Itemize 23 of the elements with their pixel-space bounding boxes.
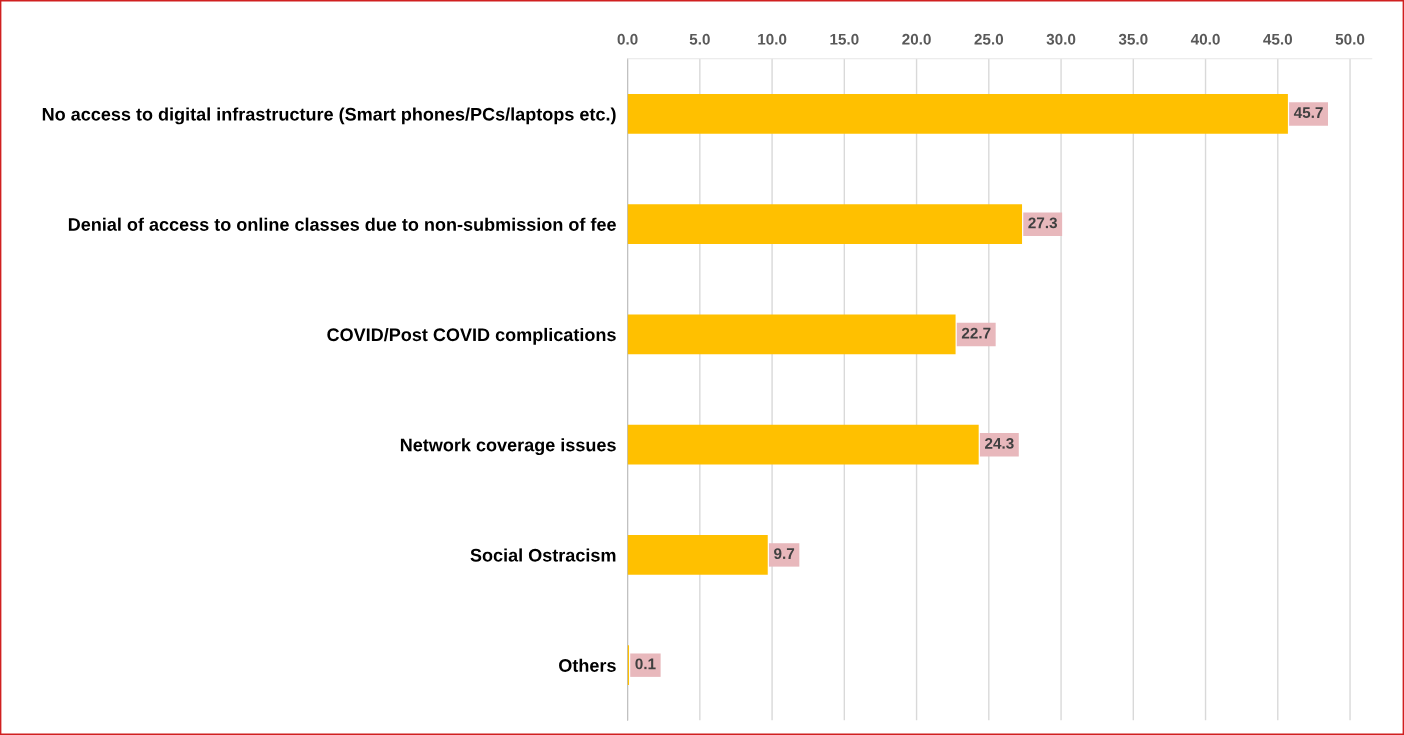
- data-label: 22.7: [961, 327, 991, 339]
- y-tick-label: Social Ostracism: [470, 548, 616, 562]
- y-tick-label: COVID/Post COVID complications: [327, 327, 616, 345]
- y-tick-label: Network coverage issues: [400, 438, 616, 456]
- x-tick-label: 25.0: [974, 33, 1004, 45]
- y-tick-label: Denial of access to online classes due to non-submission of fee: [68, 217, 616, 231]
- x-tick-label: 15.0: [830, 33, 859, 45]
- data-label: 27.3: [1028, 217, 1058, 229]
- y-tick-label: No access to digital infrastructure (Smart phones/PCs/laptops etc.): [42, 107, 616, 125]
- x-tick-label: 0.0: [617, 33, 638, 45]
- y-tick-label: Others: [559, 658, 616, 672]
- data-label: 24.3: [985, 437, 1014, 449]
- x-tick-label: 20.0: [902, 33, 931, 45]
- x-tick-label: 30.0: [1046, 33, 1076, 45]
- x-tick-label: 50.0: [1335, 33, 1365, 45]
- data-label: 45.7: [1293, 107, 1323, 119]
- data-label: 0.1: [635, 658, 656, 670]
- x-tick-label: 35.0: [1118, 33, 1148, 45]
- data-label: 9.7: [774, 548, 795, 560]
- x-tick-label: 45.0: [1263, 33, 1293, 45]
- x-tick-label: 5.0: [689, 33, 710, 45]
- x-tick-label: 40.0: [1190, 33, 1220, 45]
- x-tick-label: 10.0: [758, 33, 787, 45]
